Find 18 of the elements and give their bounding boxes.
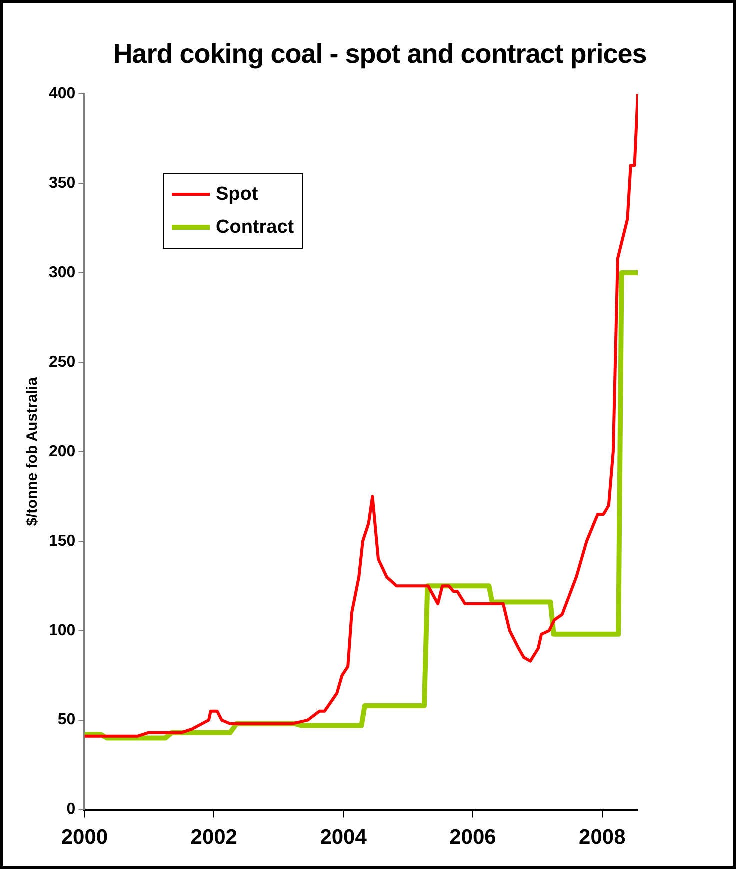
y-tick-label: 250	[48, 354, 76, 371]
x-tick-label: 2004	[320, 826, 368, 850]
y-tick-label: 50	[58, 712, 76, 729]
x-tick-label: 2006	[450, 826, 496, 850]
y-tick-label: 300	[48, 264, 76, 282]
legend-label: Spot	[216, 184, 258, 206]
x-tick-label: 2008	[579, 826, 626, 850]
y-tick-label: 400	[48, 85, 76, 102]
y-tick-label: 150	[48, 532, 76, 550]
y-tick-label: 200	[48, 443, 76, 460]
y-tick-label: 350	[48, 174, 76, 192]
y-tick-label: 100	[48, 622, 76, 640]
x-tick-label: 2002	[190, 826, 238, 850]
y-tick-label: 0	[66, 801, 76, 818]
chart-title: Hard coking coal - spot and contract prices	[112, 38, 648, 71]
x-tick-label: 2000	[61, 826, 108, 850]
legend-label: Contract	[216, 216, 294, 238]
y-axis-title: $/tonne fob Australia	[24, 376, 42, 526]
